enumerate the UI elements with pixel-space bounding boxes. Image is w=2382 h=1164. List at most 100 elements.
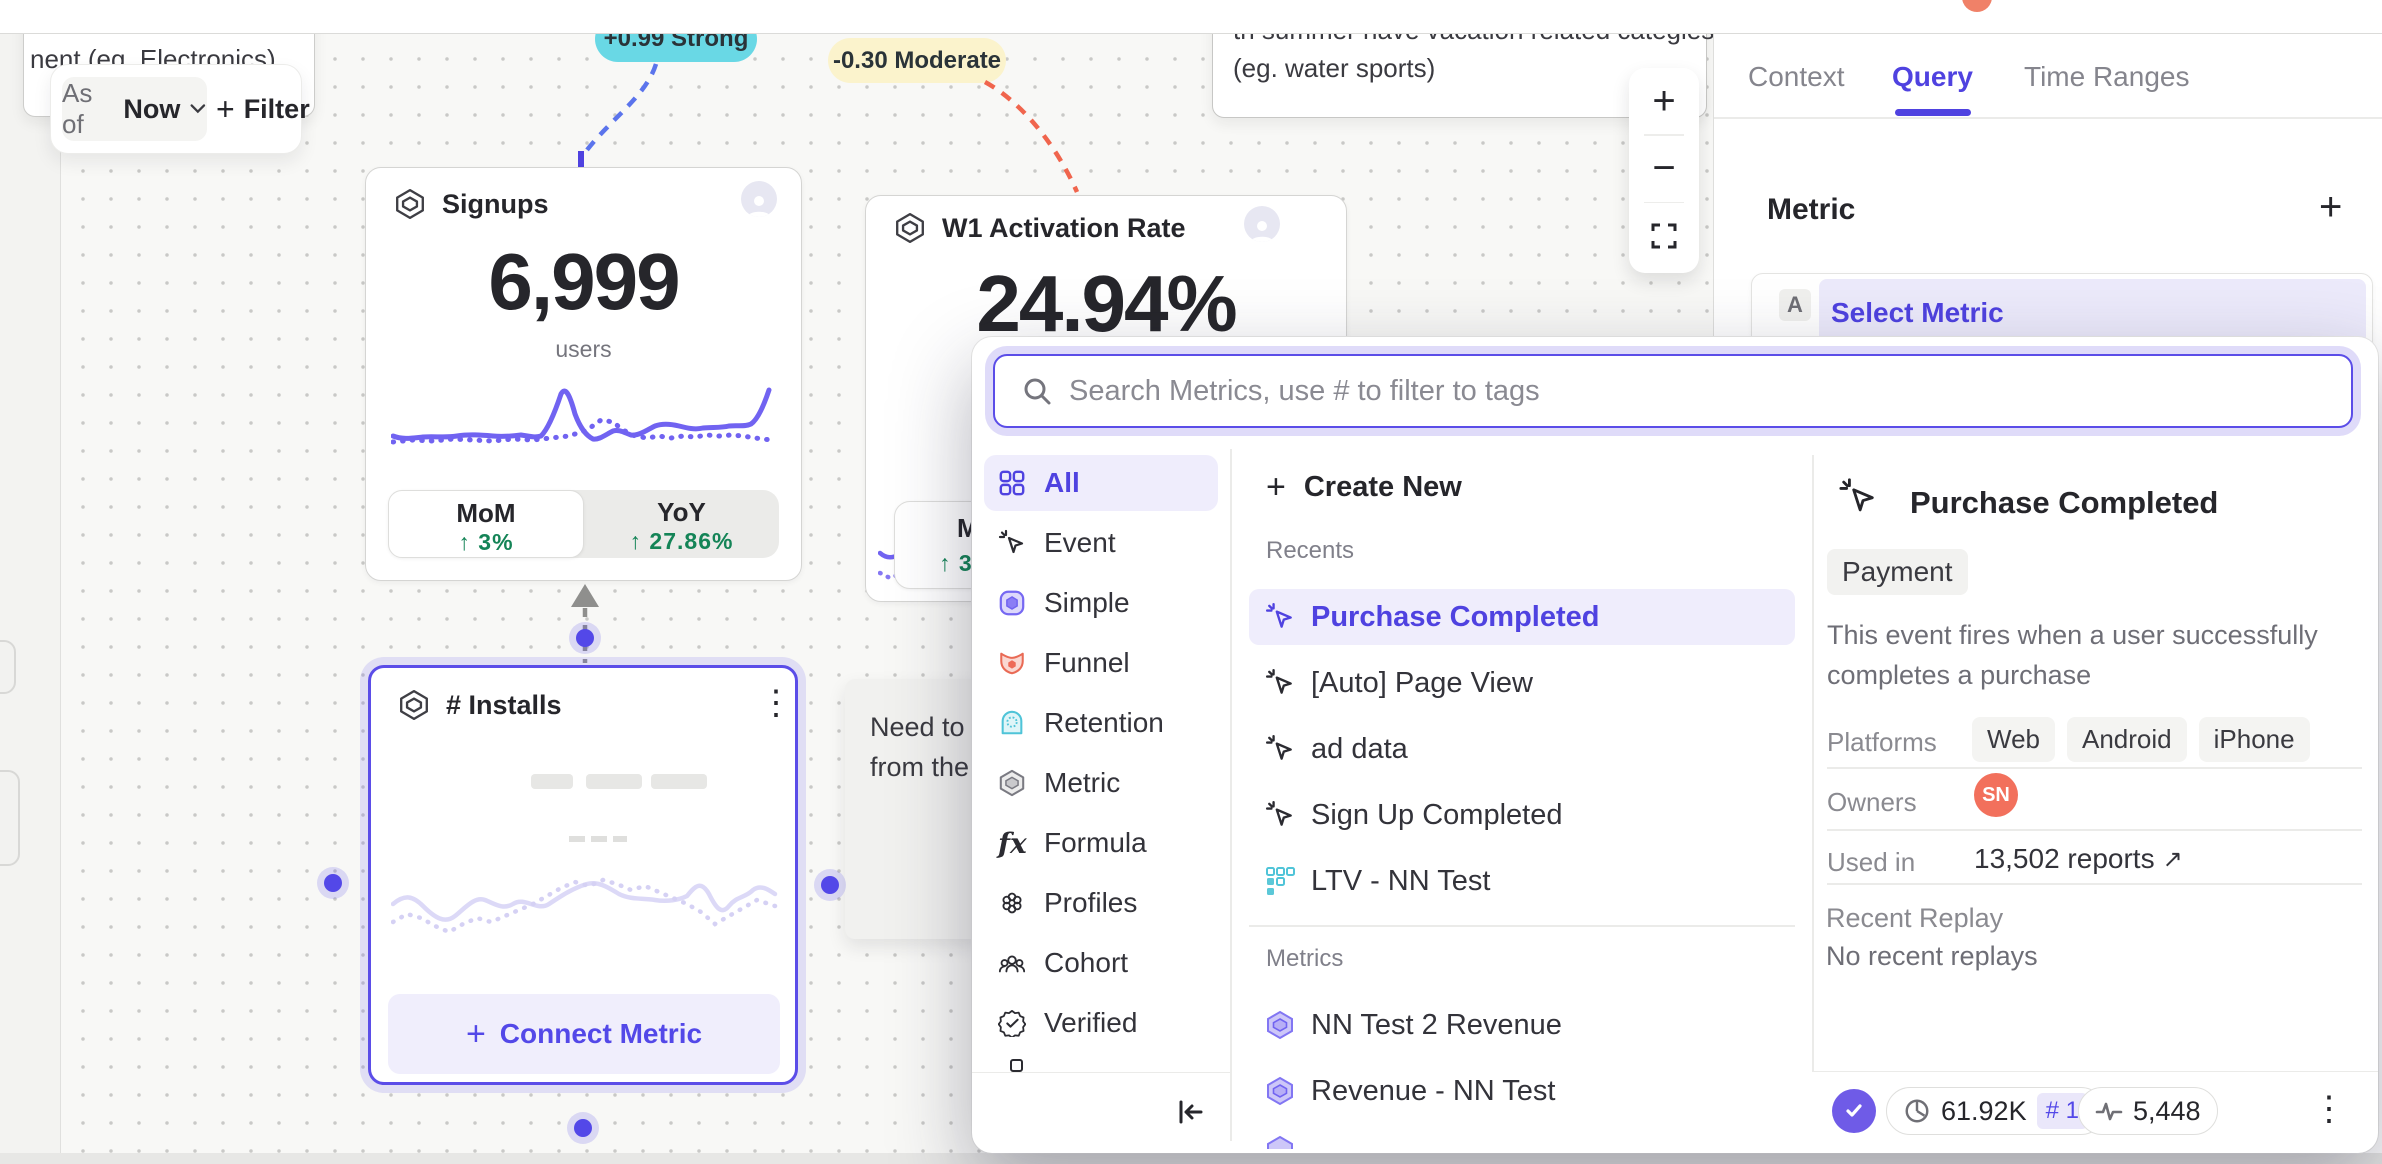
total-count: 61.92K [1941, 1095, 2027, 1126]
pie-chart-icon [1905, 1099, 1929, 1123]
connector-dot[interactable] [821, 876, 839, 894]
toggle-label: MoM [456, 498, 516, 528]
list-item-metric[interactable]: Revenue - NN Test [1249, 1063, 1795, 1119]
profiles-flower-icon [1002, 892, 1022, 914]
event-count-pill[interactable]: 61.92K # 1 [1886, 1087, 2105, 1135]
zoom-out-button[interactable]: − [1652, 146, 1676, 190]
filter-button[interactable]: + Filter [216, 77, 310, 141]
search-input[interactable] [1067, 373, 2351, 409]
placeholder-sparkline [391, 877, 778, 935]
recents-heading: Recents [1266, 537, 1355, 564]
metric-search[interactable] [993, 354, 2353, 428]
modal-footer-detail: 61.92K # 1 5,448 ⋮ [1812, 1071, 2378, 1154]
card-title: Signups [442, 189, 549, 219]
owners-label: Owners [1827, 787, 1917, 817]
event-spark-icon [1265, 668, 1292, 694]
recent-replay-label: Recent Replay [1826, 903, 2004, 933]
select-metric-field[interactable]: Select Metric [1819, 279, 2366, 347]
tab-query[interactable]: Query [1892, 61, 1973, 92]
note-partial[interactable]: Need to brir from the wa [845, 679, 1011, 939]
connector-dot[interactable] [574, 1119, 592, 1137]
category-label: Simple [1044, 587, 1130, 618]
list-item-recent[interactable]: Sign Up Completed [1249, 787, 1795, 843]
create-new-button[interactable]: + Create New [1249, 462, 1795, 512]
connector-dot[interactable] [324, 874, 342, 892]
list-item-recent[interactable]: Purchase Completed [1249, 589, 1795, 645]
verified-badge-icon [998, 1009, 1026, 1037]
toggle-delta: ↑ 3% [458, 529, 514, 555]
list-item-recent[interactable]: LTV - NN Test [1249, 853, 1795, 909]
detail-description: This event fires when a user successfull… [1827, 620, 2318, 690]
formula-icon: fx [998, 826, 1027, 860]
metric-card-installs[interactable]: # Installs ⋮ + Connect Metric [368, 665, 798, 1085]
add-metric-button[interactable]: + [2319, 185, 2343, 229]
event-spark-icon [1265, 734, 1292, 760]
tag-chip[interactable]: Payment [1827, 549, 1968, 595]
category-formula[interactable]: fx Formula [984, 815, 1218, 871]
metric-card-signups[interactable]: Signups 6,999 users MoM ↑ 3% YoY ↑ 27.86… [365, 167, 802, 581]
category-profiles[interactable]: Profiles [984, 875, 1218, 931]
cohort-people-icon [998, 955, 1026, 973]
category-simple[interactable]: Simple [984, 575, 1218, 631]
category-metric[interactable]: Metric [984, 755, 1218, 811]
kebab-menu-icon[interactable]: ⋮ [2312, 1090, 2346, 1128]
placeholder-bar [586, 774, 642, 789]
connect-metric-button[interactable]: + Connect Metric [388, 994, 780, 1074]
card-title: W1 Activation Rate [942, 213, 1186, 243]
modal-footer-left [972, 1072, 1230, 1154]
toggle-yoy[interactable]: YoY ↑ 27.86% [584, 490, 779, 558]
kebab-menu-icon[interactable]: ⋮ [759, 684, 793, 722]
verified-badge-icon[interactable] [1832, 1089, 1876, 1133]
external-link-icon: ↗ [2162, 845, 2183, 873]
category-retention[interactable]: Retention [984, 695, 1218, 751]
connector-arrow [571, 584, 599, 607]
zoom-controls: + − [1629, 68, 1699, 273]
owner-avatar[interactable]: SN [1974, 773, 2018, 817]
list-item-metric[interactable]: NN Test 2 Revenue [1249, 997, 1795, 1053]
zoom-in-button[interactable]: + [1652, 78, 1676, 123]
list-item-recent[interactable]: ad data [1249, 721, 1795, 777]
grid-icon [999, 470, 1025, 496]
simple-icon [999, 590, 1025, 616]
badge-text: -0.30 Moderate [832, 46, 1002, 74]
toggle-mom[interactable]: MoM ↑ 3% [388, 490, 584, 558]
card-unit: users [555, 336, 612, 362]
event-spark-icon [998, 529, 1024, 554]
card-title: # Installs [446, 690, 562, 720]
card-value: 24.94% [976, 259, 1237, 348]
search-icon [1024, 378, 1051, 405]
tab-context[interactable]: Context [1748, 61, 1845, 92]
used-in-value-row[interactable]: 13,502 reports ↗ [1974, 843, 2183, 875]
category-label: Retention [1044, 707, 1164, 738]
activity-count-pill[interactable]: 5,448 [2078, 1087, 2218, 1135]
avatar [1244, 206, 1280, 242]
category-event[interactable]: Event [984, 515, 1218, 571]
category-verified[interactable]: Verified [984, 995, 1218, 1051]
connector-dot[interactable] [576, 629, 594, 647]
list-item-recent[interactable]: [Auto] Page View [1249, 655, 1795, 711]
platform-chip: Web [1972, 717, 2055, 762]
tab-time-ranges[interactable]: Time Ranges [2024, 61, 2190, 92]
category-funnel[interactable]: Funnel [984, 635, 1218, 691]
collapse-left-icon[interactable] [1174, 1096, 1206, 1128]
metric-selector-modal: All Event Simple Funnel [972, 337, 2378, 1153]
used-in-value: 13,502 reports [1974, 843, 2155, 874]
correlation-badge-moderate[interactable]: -0.30 Moderate [828, 38, 1006, 83]
comparison-toggle-group: MoM ↑ 3% YoY ↑ 27.86% [388, 490, 779, 558]
category-cohort[interactable]: Cohort [984, 935, 1218, 991]
as-of-dropdown[interactable]: As of Now [62, 77, 207, 141]
category-label: Funnel [1044, 647, 1130, 678]
category-all[interactable]: All [984, 455, 1218, 511]
list-item-label: Revenue - NN Test [1311, 1074, 1556, 1107]
divider [1230, 449, 1232, 1141]
fit-screen-button[interactable] [1649, 203, 1679, 269]
divider [1644, 201, 1684, 203]
list-item-label: [Auto] Page View [1311, 666, 1533, 699]
divider [1827, 829, 2362, 831]
sparkline [391, 387, 774, 445]
category-label: Profiles [1044, 887, 1138, 918]
metric-hexagon-icon [1267, 1010, 1293, 1040]
connect-metric-label: Connect Metric [499, 1018, 703, 1049]
metric-hexagon-icon [1267, 1076, 1293, 1106]
list-item-label: LTV - NN Test [1311, 864, 1491, 897]
